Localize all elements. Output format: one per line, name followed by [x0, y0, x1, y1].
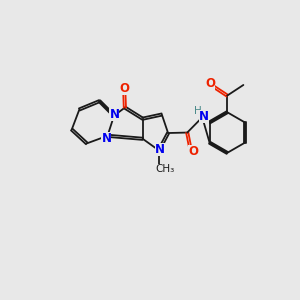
Text: N: N: [199, 110, 209, 123]
Text: O: O: [205, 77, 215, 90]
Text: H: H: [194, 106, 202, 116]
Text: CH₃: CH₃: [156, 164, 175, 174]
Text: N: N: [101, 132, 111, 145]
Text: N: N: [155, 143, 165, 156]
Text: O: O: [119, 82, 129, 95]
Text: O: O: [188, 145, 199, 158]
Text: N: N: [110, 108, 119, 121]
